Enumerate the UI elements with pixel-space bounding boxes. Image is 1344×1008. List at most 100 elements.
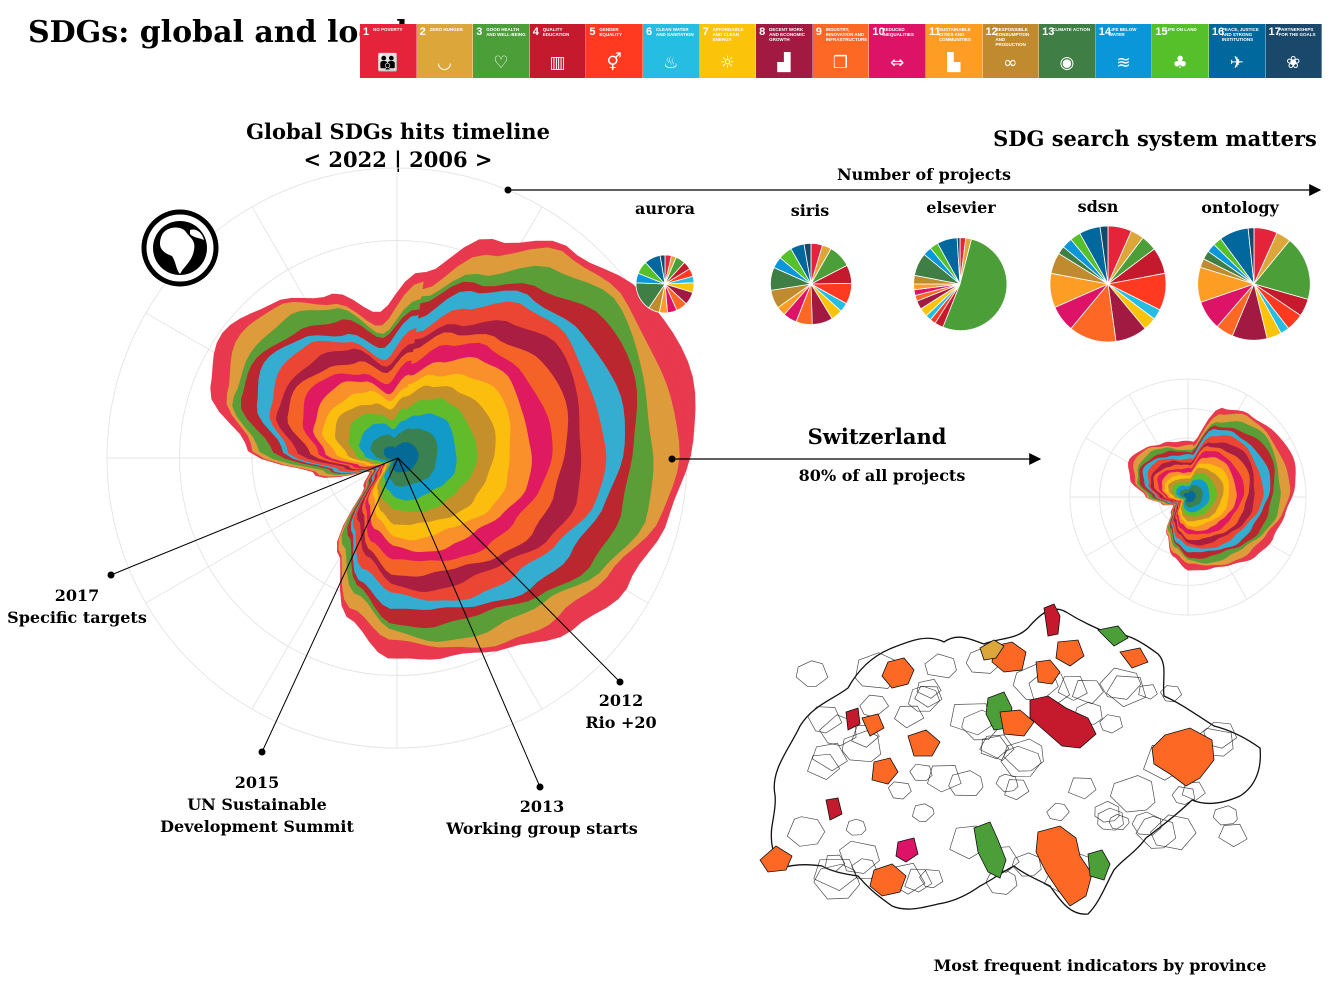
province-highlight bbox=[979, 639, 1005, 661]
province-highlight bbox=[999, 709, 1035, 737]
province-border bbox=[1046, 802, 1070, 822]
province-border bbox=[887, 781, 912, 800]
annotation-2015: 2015 UN Sustainable Development Summit bbox=[160, 772, 354, 838]
search-system-title: SDG search system matters bbox=[993, 126, 1317, 151]
pie-slice-sdg17 bbox=[1099, 225, 1109, 285]
annotation-text: UN Sustainable bbox=[187, 795, 327, 814]
infinity-icon: ∞ bbox=[1003, 53, 1018, 73]
pie-siris bbox=[770, 242, 853, 326]
leader-2012-dot bbox=[616, 678, 624, 686]
sdg-tile-14: 14 Life below water ≋ bbox=[1095, 24, 1153, 78]
dove-icon: ✈ bbox=[1229, 53, 1244, 73]
province-border bbox=[851, 858, 878, 880]
sdg-tile-number: 4 bbox=[532, 26, 539, 38]
sdg-tile-2: 2 Zero hunger ◡ bbox=[416, 24, 474, 78]
province-border bbox=[1074, 701, 1103, 725]
province-border bbox=[1218, 823, 1248, 848]
pie-slice-sdg3 bbox=[1253, 239, 1311, 300]
province-highlight bbox=[1097, 625, 1129, 647]
sdg-tile-number: 8 bbox=[759, 26, 766, 38]
pie-label-sdsn: sdsn bbox=[1077, 197, 1119, 216]
city-icon: ▙ bbox=[947, 53, 961, 73]
province-highlight bbox=[1043, 603, 1061, 637]
map-caption: Most frequent indicators by province bbox=[933, 956, 1267, 975]
sdg-goal-strip: 1 No poverty 👪 2 Zero hunger ◡ 3 Good health an… bbox=[360, 24, 1323, 78]
province-highlight bbox=[869, 863, 907, 897]
annotation-2012: 2012 Rio +20 bbox=[585, 690, 656, 734]
sdg-tile-label: Good health and well-being bbox=[486, 27, 526, 37]
province-border bbox=[1160, 685, 1183, 703]
province-highlight bbox=[973, 821, 1007, 879]
sdg-tile-number: 13 bbox=[1042, 26, 1055, 38]
province-border bbox=[807, 706, 843, 734]
province-highlight bbox=[1119, 647, 1149, 669]
sdg-tile-label: Climate action bbox=[1052, 27, 1091, 32]
province-border bbox=[924, 653, 957, 679]
pie-slice-sdg17 bbox=[956, 237, 961, 285]
sdg-tile-label: Zero hunger bbox=[429, 27, 463, 32]
province-highlight bbox=[825, 797, 843, 821]
pie-aurora bbox=[635, 254, 695, 314]
province-border bbox=[1212, 805, 1238, 826]
province-highlight bbox=[1035, 659, 1061, 685]
cubes-icon: ❒ bbox=[832, 53, 849, 73]
global-timeline-title: Global SDGs hits timeline < 2022 | 2006 … bbox=[246, 118, 550, 174]
switzerland-province-map bbox=[759, 603, 1262, 915]
province-highlight bbox=[759, 845, 793, 873]
global-title-line1: Global SDGs hits timeline bbox=[246, 119, 550, 144]
sdg-tile-label: Life below water bbox=[1108, 27, 1137, 37]
flower-icon: ❀ bbox=[1286, 53, 1301, 73]
province-border bbox=[1004, 779, 1030, 801]
sdg-tile-label: Reduced inequalities bbox=[882, 27, 914, 37]
connector-lines bbox=[107, 184, 1322, 791]
sdg-tile-number: 5 bbox=[589, 26, 596, 38]
heartbeat-icon: ♡ bbox=[493, 53, 509, 73]
province-border bbox=[811, 742, 848, 772]
sdg-tile-6: 6 Clean water and sanitation ♨ bbox=[642, 24, 700, 78]
province-border bbox=[1099, 667, 1142, 700]
global-radial-stream bbox=[210, 239, 696, 660]
province-border bbox=[948, 770, 984, 796]
leader-2017-dot bbox=[107, 571, 115, 579]
switzerland-radial-stream bbox=[1128, 407, 1296, 571]
pie-label-elsevier: elsevier bbox=[926, 198, 996, 217]
leader-2013-dot bbox=[536, 783, 544, 791]
sdg-tile-number: 9 bbox=[815, 26, 822, 38]
province-border bbox=[985, 869, 1018, 895]
province-border bbox=[1106, 675, 1147, 708]
leader-2012 bbox=[397, 457, 621, 683]
province-border bbox=[979, 734, 1015, 762]
sdg-tile-number: 2 bbox=[419, 26, 426, 38]
province-border bbox=[813, 858, 858, 892]
sdg-tile-label: No poverty bbox=[373, 27, 403, 32]
pie-label-siris: siris bbox=[790, 201, 830, 220]
province-border bbox=[824, 854, 846, 872]
province-border bbox=[907, 685, 941, 712]
sdg-tile-number: 17 bbox=[1268, 26, 1281, 38]
sdg-tile-number: 10 bbox=[872, 26, 885, 38]
sdg-tile-number: 3 bbox=[476, 26, 483, 38]
sdg-tile-label: Quality education bbox=[542, 27, 570, 37]
sdg-tile-label: Clean water and sanitation bbox=[655, 27, 694, 37]
equality-icon: ⇔ bbox=[890, 53, 905, 73]
province-border bbox=[1181, 781, 1206, 801]
leader-2015 bbox=[261, 457, 399, 753]
gender-icon: ⚥ bbox=[606, 53, 622, 73]
pie-ontology bbox=[1197, 227, 1311, 341]
search-system-pies bbox=[635, 225, 1311, 343]
province-border bbox=[1138, 684, 1158, 700]
sdg-tile-label: Partnerships for the goals bbox=[1278, 27, 1316, 37]
projects-axis-label: Number of projects bbox=[836, 165, 1012, 184]
sdg-tile-label: Responsible consumption and production bbox=[995, 27, 1030, 47]
switzerland-title: Switzerland bbox=[807, 424, 947, 449]
annotation-text-2: Development Summit bbox=[160, 817, 354, 836]
sdg-tile-17: 17 Partnerships for the goals ❀ bbox=[1265, 24, 1323, 78]
province-border bbox=[1099, 714, 1123, 734]
pie-slice-sdg17 bbox=[803, 242, 812, 285]
pie-slice-sdg17 bbox=[659, 254, 666, 285]
grid-spoke bbox=[1085, 496, 1189, 557]
province-highlight bbox=[1151, 727, 1215, 787]
sdg-tile-16: 16 Peace, justice and strong institutions… bbox=[1208, 24, 1266, 78]
province-border bbox=[1003, 738, 1044, 772]
sdg-tile-label: Gender equality bbox=[599, 27, 623, 37]
